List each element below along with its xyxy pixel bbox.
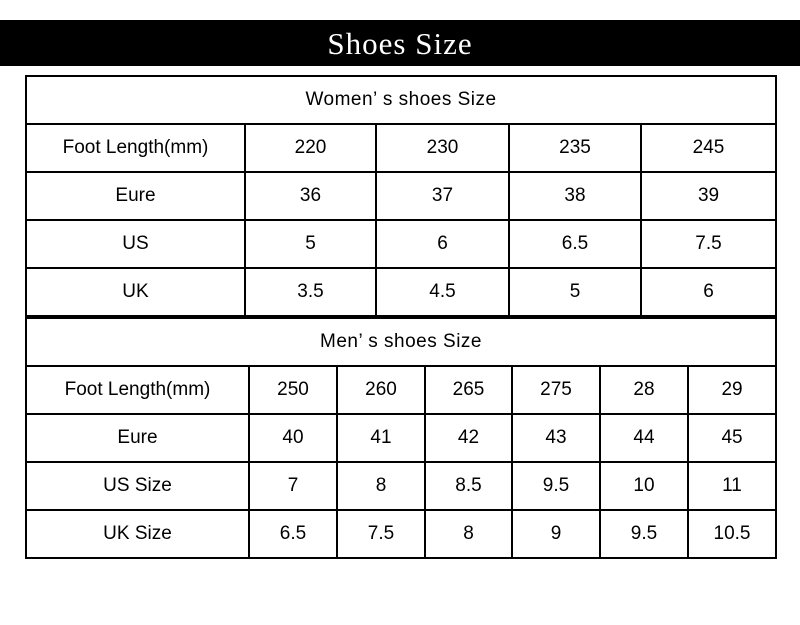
cell-men-eure-4: 43	[511, 413, 601, 463]
cell-women-us-1: 5	[244, 219, 377, 269]
row-label-men-foot-length: Foot Length(mm)	[25, 365, 250, 415]
table-row: US Size 7 8 8.5 9.5 10 11	[25, 461, 778, 511]
cell-women-us-3: 6.5	[508, 219, 642, 269]
cell-women-uk-1: 3.5	[244, 267, 377, 317]
row-label-men-uk-size: UK Size	[25, 509, 250, 559]
cell-women-eure-4: 39	[639, 171, 778, 221]
cell-women-foot-length-1: 220	[244, 123, 377, 173]
cell-men-us-2: 8	[336, 461, 426, 511]
cell-men-eure-1: 40	[248, 413, 338, 463]
size-chart-table-container: Women’ s shoes Size Foot Length(mm) 220 …	[24, 75, 778, 559]
size-chart-body: Women’ s shoes Size Foot Length(mm) 220 …	[24, 75, 778, 317]
table-row: UK 3.5 4.5 5 6	[25, 267, 778, 317]
row-label-women-eure: Eure	[25, 171, 246, 221]
cell-women-foot-length-4: 245	[639, 123, 778, 173]
cell-men-eure-5: 44	[599, 413, 689, 463]
page-title: Shoes Size	[327, 25, 473, 61]
page-banner: Shoes Size	[0, 20, 800, 66]
cell-men-us-6: 11	[686, 461, 778, 511]
cell-men-uk-1: 6.5	[248, 509, 338, 559]
cell-women-uk-4: 6	[639, 267, 778, 317]
cell-men-foot-length-1: 250	[248, 365, 338, 415]
cell-men-uk-4: 9	[511, 509, 601, 559]
size-chart-body-men: Men’ s shoes Size Foot Length(mm) 250 26…	[24, 317, 778, 559]
cell-women-us-2: 6	[375, 219, 510, 269]
cell-women-eure-2: 37	[375, 171, 510, 221]
cell-men-eure-2: 41	[336, 413, 426, 463]
cell-women-us-4: 7.5	[639, 219, 778, 269]
cell-men-uk-2: 7.5	[336, 509, 426, 559]
cell-men-us-5: 10	[599, 461, 689, 511]
cell-women-uk-2: 4.5	[375, 267, 510, 317]
section-title-row-men: Men’ s shoes Size	[24, 317, 778, 367]
cell-men-foot-length-3: 265	[424, 365, 513, 415]
cell-men-us-4: 9.5	[511, 461, 601, 511]
table-row: UK Size 6.5 7.5 8 9 9.5 10.5	[25, 509, 778, 559]
table-row: US 5 6 6.5 7.5	[25, 219, 778, 269]
cell-men-eure-6: 45	[686, 413, 778, 463]
cell-men-foot-length-2: 260	[336, 365, 426, 415]
cell-men-us-1: 7	[248, 461, 338, 511]
cell-women-eure-3: 38	[508, 171, 642, 221]
cell-men-uk-3: 8	[424, 509, 513, 559]
cell-men-foot-length-5: 28	[599, 365, 689, 415]
size-chart-table-men: Men’ s shoes Size Foot Length(mm) 250 26…	[24, 317, 778, 559]
cell-women-eure-1: 36	[244, 171, 377, 221]
cell-men-foot-length-4: 275	[511, 365, 601, 415]
table-row: Foot Length(mm) 250 260 265 275 28 29	[25, 365, 778, 415]
table-row: Eure 36 37 38 39	[25, 171, 778, 221]
section-title-row-women: Women’ s shoes Size	[24, 75, 778, 125]
cell-women-foot-length-2: 230	[375, 123, 510, 173]
cell-men-us-3: 8.5	[424, 461, 513, 511]
table-row: Foot Length(mm) 220 230 235 245	[25, 123, 778, 173]
row-label-women-uk: UK	[25, 267, 246, 317]
cell-men-uk-5: 9.5	[599, 509, 689, 559]
row-label-women-foot-length: Foot Length(mm)	[25, 123, 246, 173]
cell-men-eure-3: 42	[424, 413, 513, 463]
row-label-women-us: US	[25, 219, 246, 269]
table-row: Eure 40 41 42 43 44 45	[25, 413, 778, 463]
row-label-men-us-size: US Size	[25, 461, 250, 511]
section-title-women: Women’ s shoes Size	[24, 75, 778, 125]
cell-men-uk-6: 10.5	[686, 509, 778, 559]
cell-women-uk-3: 5	[508, 267, 642, 317]
cell-men-foot-length-6: 29	[686, 365, 778, 415]
section-title-men: Men’ s shoes Size	[24, 317, 778, 367]
cell-women-foot-length-3: 235	[508, 123, 642, 173]
size-chart-table: Women’ s shoes Size Foot Length(mm) 220 …	[24, 75, 778, 317]
row-label-men-eure: Eure	[25, 413, 250, 463]
